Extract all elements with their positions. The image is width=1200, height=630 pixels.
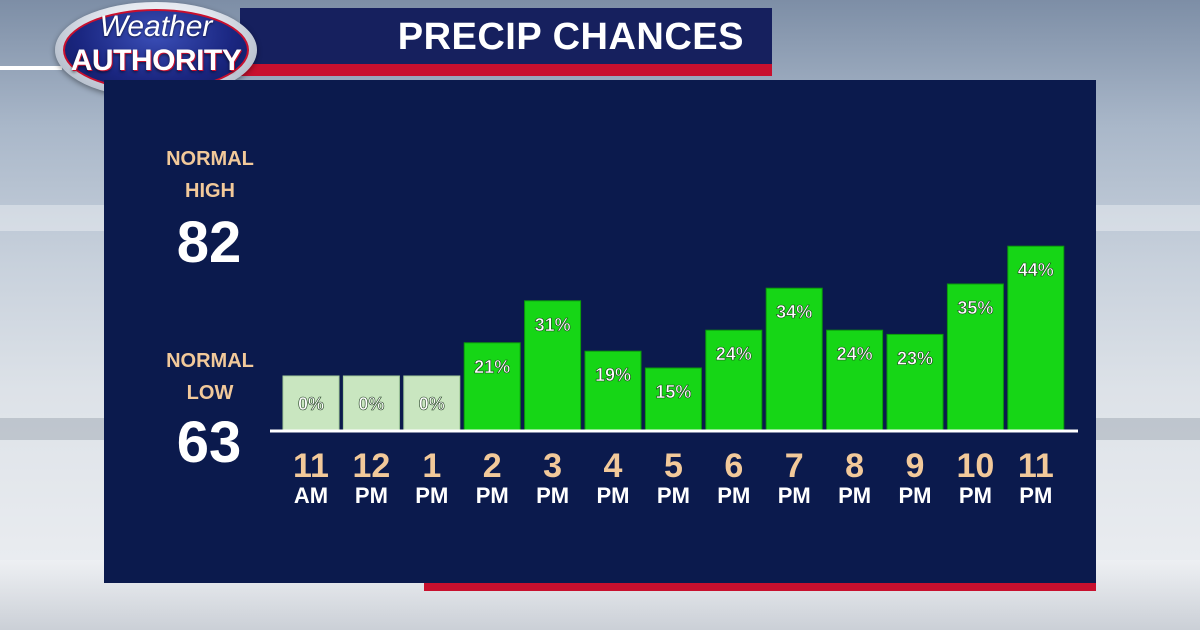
bar-11-am [282, 375, 340, 432]
x-tick-ampm: PM [778, 483, 811, 508]
x-tick-ampm: PM [838, 483, 871, 508]
header-bar [240, 8, 772, 66]
normal-low-label-line2: LOW [186, 382, 234, 404]
x-tick-hour: 6 [724, 447, 743, 485]
normal-high-label-line2: HIGH [185, 180, 235, 202]
bar-3-pm [524, 300, 582, 432]
normal-low-label-line1: NORMAL [166, 350, 254, 372]
panel-accent-stripe [424, 583, 1096, 591]
bar-1-pm [403, 375, 461, 432]
logo-accent-line [0, 66, 62, 70]
x-tick-ampm: PM [597, 483, 630, 508]
bar-8-pm [826, 329, 884, 432]
x-tick-hour: 9 [906, 447, 925, 485]
x-tick-ampm: PM [415, 483, 448, 508]
page-title: PRECIP CHANCES [397, 15, 744, 58]
x-tick-ampm: PM [355, 483, 388, 508]
bar-data-label: 44% [1018, 260, 1054, 280]
bar-group: 0% 0% 0% 21% 31% 19% 15% 24% 34% 24% 23% 35% 44% [282, 245, 1065, 432]
bar-11-pm [1007, 245, 1065, 432]
x-axis-ticks: 11AM12PM1PM2PM3PM4PM5PM6PM7PM8PM9PM10PM1… [293, 447, 1054, 508]
logo-text-bottom: AUTHORITY [70, 44, 242, 77]
bar-data-label: 24% [716, 344, 752, 364]
bar-data-label: 31% [535, 315, 571, 335]
x-tick-ampm: PM [1019, 483, 1052, 508]
x-tick-hour: 2 [483, 447, 502, 485]
bar-12-pm [342, 375, 400, 432]
x-tick-ampm: PM [657, 483, 690, 508]
bar-7-pm [765, 287, 823, 432]
x-tick-ampm: PM [899, 483, 932, 508]
bar-data-label: 21% [474, 357, 510, 377]
bar-data-label: 0% [419, 394, 445, 414]
bar-data-label: 0% [298, 394, 324, 414]
bar-9-pm [886, 333, 944, 432]
bar-2-pm [463, 342, 521, 432]
logo-badge [63, 9, 249, 91]
bar-data-label: 19% [595, 365, 631, 385]
normal-high-label-line1: NORMAL [166, 148, 254, 170]
x-tick-ampm: PM [476, 483, 509, 508]
bar-data-label: 0% [358, 394, 384, 414]
bar-data-label: 15% [655, 382, 691, 402]
bar-10-pm [946, 283, 1004, 432]
x-tick-hour: 3 [543, 447, 562, 485]
bar-4-pm [584, 350, 642, 432]
logo-text-top: Weather [99, 10, 213, 43]
x-tick-hour: 4 [604, 447, 623, 485]
x-tick-hour: 10 [956, 447, 994, 485]
bar-data-label: 23% [897, 348, 933, 368]
bar-5-pm [644, 367, 702, 432]
x-tick-hour: 1 [422, 447, 441, 485]
x-tick-hour: 11 [1018, 447, 1054, 485]
normal-high-value: 82 [176, 210, 242, 275]
x-tick-hour: 11 [293, 447, 329, 485]
x-tick-hour: 7 [785, 447, 804, 485]
bar-data-label: 24% [837, 344, 873, 364]
bar-data-label: 34% [776, 302, 812, 322]
normal-low-value: 63 [176, 410, 242, 475]
x-tick-ampm: PM [959, 483, 992, 508]
x-tick-hour: 8 [845, 447, 864, 485]
bar-6-pm [705, 329, 763, 432]
bar-data-label: 35% [957, 298, 993, 318]
x-tick-ampm: AM [294, 483, 328, 508]
chart-panel [104, 80, 1096, 583]
x-tick-hour: 12 [352, 447, 390, 485]
x-tick-hour: 5 [664, 447, 683, 485]
header-accent-stripe [240, 64, 772, 76]
x-tick-ampm: PM [717, 483, 750, 508]
x-tick-ampm: PM [536, 483, 569, 508]
